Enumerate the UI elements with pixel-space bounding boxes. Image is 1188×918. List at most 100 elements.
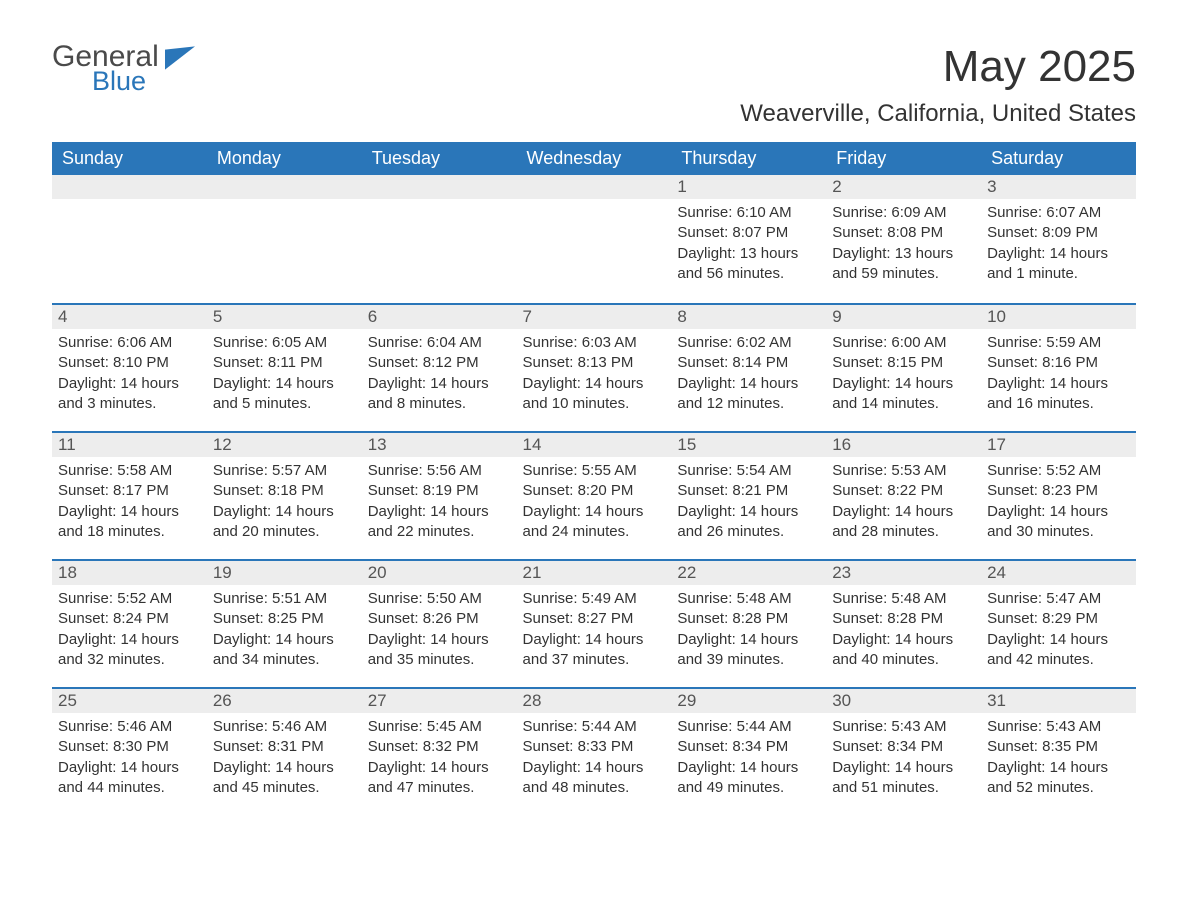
daylight-line: Daylight: 14 hours and 40 minutes.: [832, 630, 975, 671]
day-number-bar: 30: [826, 687, 981, 713]
daylight-line: Daylight: 14 hours and 44 minutes.: [58, 758, 201, 799]
col-friday: Friday: [826, 142, 981, 175]
sunrise-line: Sunrise: 5:54 AM: [677, 461, 820, 481]
logo-blue: Blue: [92, 68, 195, 95]
sunrise-line: Sunrise: 5:52 AM: [58, 589, 201, 609]
day-number-bar: 17: [981, 431, 1136, 457]
sunrise-line: Sunrise: 5:59 AM: [987, 333, 1130, 353]
day-body: Sunrise: 6:06 AMSunset: 8:10 PMDaylight:…: [58, 333, 201, 414]
sunset-line: Sunset: 8:25 PM: [213, 609, 356, 629]
calendar-cell: 1Sunrise: 6:10 AMSunset: 8:07 PMDaylight…: [671, 175, 826, 303]
sunset-line: Sunset: 8:32 PM: [368, 737, 511, 757]
calendar-week-row: 25Sunrise: 5:46 AMSunset: 8:30 PMDayligh…: [52, 687, 1136, 815]
day-number-bar: 10: [981, 303, 1136, 329]
calendar-cell: 7Sunrise: 6:03 AMSunset: 8:13 PMDaylight…: [517, 303, 672, 431]
day-number-bar: 19: [207, 559, 362, 585]
day-body: Sunrise: 5:54 AMSunset: 8:21 PMDaylight:…: [677, 461, 820, 542]
daylight-line: Daylight: 14 hours and 39 minutes.: [677, 630, 820, 671]
calendar-cell: 22Sunrise: 5:48 AMSunset: 8:28 PMDayligh…: [671, 559, 826, 687]
calendar-cell: 29 Sunrise: 5:44 AMSunset: 8:34 PMDayligh…: [671, 687, 826, 815]
sunset-line: Sunset: 8:11 PM: [213, 353, 356, 373]
day-body: Sunrise: 6:02 AMSunset: 8:14 PMDaylight:…: [677, 333, 820, 414]
sunrise-line: Sunrise: 6:05 AM: [213, 333, 356, 353]
day-number-bar: 29: [671, 687, 826, 713]
calendar-cell: 25Sunrise: 5:46 AMSunset: 8:30 PMDayligh…: [52, 687, 207, 815]
sunset-line: Sunset: 8:28 PM: [832, 609, 975, 629]
daylight-line: Daylight: 14 hours and 18 minutes.: [58, 502, 201, 543]
day-body: Sunrise: 5:52 AMSunset: 8:23 PMDaylight:…: [987, 461, 1130, 542]
sunset-line: Sunset: 8:08 PM: [832, 223, 975, 243]
day-number-bar: 11: [52, 431, 207, 457]
calendar-cell: 3Sunrise: 6:07 AMSunset: 8:09 PMDaylight…: [981, 175, 1136, 303]
day-number-bar: 2: [826, 175, 981, 199]
sunrise-line: Sunrise: 5:46 AM: [213, 717, 356, 737]
sunset-line: Sunset: 8:13 PM: [523, 353, 666, 373]
empty-day-bar: [517, 175, 672, 199]
sunrise-line: Sunrise: 5:44 AM: [677, 717, 820, 737]
calendar-week-row: 1Sunrise: 6:10 AMSunset: 8:07 PMDaylight…: [52, 175, 1136, 303]
daylight-line: Daylight: 13 hours and 56 minutes.: [677, 244, 820, 285]
daylight-line: Daylight: 14 hours and 49 minutes.: [677, 758, 820, 799]
day-number-bar: 20: [362, 559, 517, 585]
calendar-cell: 13Sunrise: 5:56 AMSunset: 8:19 PMDayligh…: [362, 431, 517, 559]
day-body: Sunrise: 5:55 AMSunset: 8:20 PMDaylight:…: [523, 461, 666, 542]
calendar-table: Sunday Monday Tuesday Wednesday Thursday…: [52, 142, 1136, 815]
day-body: Sunrise: 5:57 AMSunset: 8:18 PMDaylight:…: [213, 461, 356, 542]
sunset-line: Sunset: 8:14 PM: [677, 353, 820, 373]
daylight-line: Daylight: 14 hours and 34 minutes.: [213, 630, 356, 671]
col-wednesday: Wednesday: [517, 142, 672, 175]
sunset-line: Sunset: 8:33 PM: [523, 737, 666, 757]
sunrise-line: Sunrise: 5:52 AM: [987, 461, 1130, 481]
day-body: Sunrise: 5:44 AMSunset: 8:34 PMDaylight:…: [677, 717, 820, 798]
daylight-line: Daylight: 14 hours and 32 minutes.: [58, 630, 201, 671]
daylight-line: Daylight: 14 hours and 24 minutes.: [523, 502, 666, 543]
day-body: Sunrise: 5:50 AMSunset: 8:26 PMDaylight:…: [368, 589, 511, 670]
sunset-line: Sunset: 8:31 PM: [213, 737, 356, 757]
day-body: Sunrise: 5:48 AMSunset: 8:28 PMDaylight:…: [832, 589, 975, 670]
day-body: Sunrise: 5:48 AMSunset: 8:28 PMDaylight:…: [677, 589, 820, 670]
sunrise-line: Sunrise: 6:06 AM: [58, 333, 201, 353]
sunrise-line: Sunrise: 6:04 AM: [368, 333, 511, 353]
calendar-cell: 27Sunrise: 5:45 AMSunset: 8:32 PMDayligh…: [362, 687, 517, 815]
sunrise-line: Sunrise: 6:03 AM: [523, 333, 666, 353]
day-number-bar: 28: [517, 687, 672, 713]
calendar-cell: 6Sunrise: 6:04 AMSunset: 8:12 PMDaylight…: [362, 303, 517, 431]
day-body: Sunrise: 5:43 AMSunset: 8:34 PMDaylight:…: [832, 717, 975, 798]
day-body: Sunrise: 5:46 AMSunset: 8:31 PMDaylight:…: [213, 717, 356, 798]
sunrise-line: Sunrise: 5:48 AM: [832, 589, 975, 609]
day-number-bar: 16: [826, 431, 981, 457]
sunset-line: Sunset: 8:18 PM: [213, 481, 356, 501]
sunrise-line: Sunrise: 6:00 AM: [832, 333, 975, 353]
sunset-line: Sunset: 8:10 PM: [58, 353, 201, 373]
day-body: Sunrise: 5:53 AMSunset: 8:22 PMDaylight:…: [832, 461, 975, 542]
daylight-line: Daylight: 14 hours and 3 minutes.: [58, 374, 201, 415]
day-body: Sunrise: 5:44 AMSunset: 8:33 PMDaylight:…: [523, 717, 666, 798]
daylight-line: Daylight: 14 hours and 22 minutes.: [368, 502, 511, 543]
daylight-line: Daylight: 14 hours and 51 minutes.: [832, 758, 975, 799]
day-body: Sunrise: 6:05 AMSunset: 8:11 PMDaylight:…: [213, 333, 356, 414]
sunrise-line: Sunrise: 5:45 AM: [368, 717, 511, 737]
calendar-cell: 4 Sunrise: 6:06 AMSunset: 8:10 PMDaylight…: [52, 303, 207, 431]
day-body: Sunrise: 6:09 AMSunset: 8:08 PMDaylight:…: [832, 203, 975, 284]
calendar-cell: [362, 175, 517, 303]
col-thursday: Thursday: [671, 142, 826, 175]
day-number-bar: 4: [52, 303, 207, 329]
daylight-line: Daylight: 14 hours and 45 minutes.: [213, 758, 356, 799]
sunset-line: Sunset: 8:20 PM: [523, 481, 666, 501]
day-number-bar: 9: [826, 303, 981, 329]
sunrise-line: Sunrise: 5:57 AM: [213, 461, 356, 481]
daylight-line: Daylight: 14 hours and 12 minutes.: [677, 374, 820, 415]
day-number-bar: 8: [671, 303, 826, 329]
daylight-line: Daylight: 14 hours and 37 minutes.: [523, 630, 666, 671]
col-tuesday: Tuesday: [362, 142, 517, 175]
daylight-line: Daylight: 14 hours and 8 minutes.: [368, 374, 511, 415]
calendar-week-row: 18Sunrise: 5:52 AMSunset: 8:24 PMDayligh…: [52, 559, 1136, 687]
day-body: Sunrise: 5:45 AMSunset: 8:32 PMDaylight:…: [368, 717, 511, 798]
sunrise-line: Sunrise: 5:55 AM: [523, 461, 666, 481]
day-body: Sunrise: 5:59 AMSunset: 8:16 PMDaylight:…: [987, 333, 1130, 414]
daylight-line: Daylight: 13 hours and 59 minutes.: [832, 244, 975, 285]
calendar-cell: 31Sunrise: 5:43 AMSunset: 8:35 PMDayligh…: [981, 687, 1136, 815]
sunset-line: Sunset: 8:24 PM: [58, 609, 201, 629]
daylight-line: Daylight: 14 hours and 42 minutes.: [987, 630, 1130, 671]
daylight-line: Daylight: 14 hours and 48 minutes.: [523, 758, 666, 799]
